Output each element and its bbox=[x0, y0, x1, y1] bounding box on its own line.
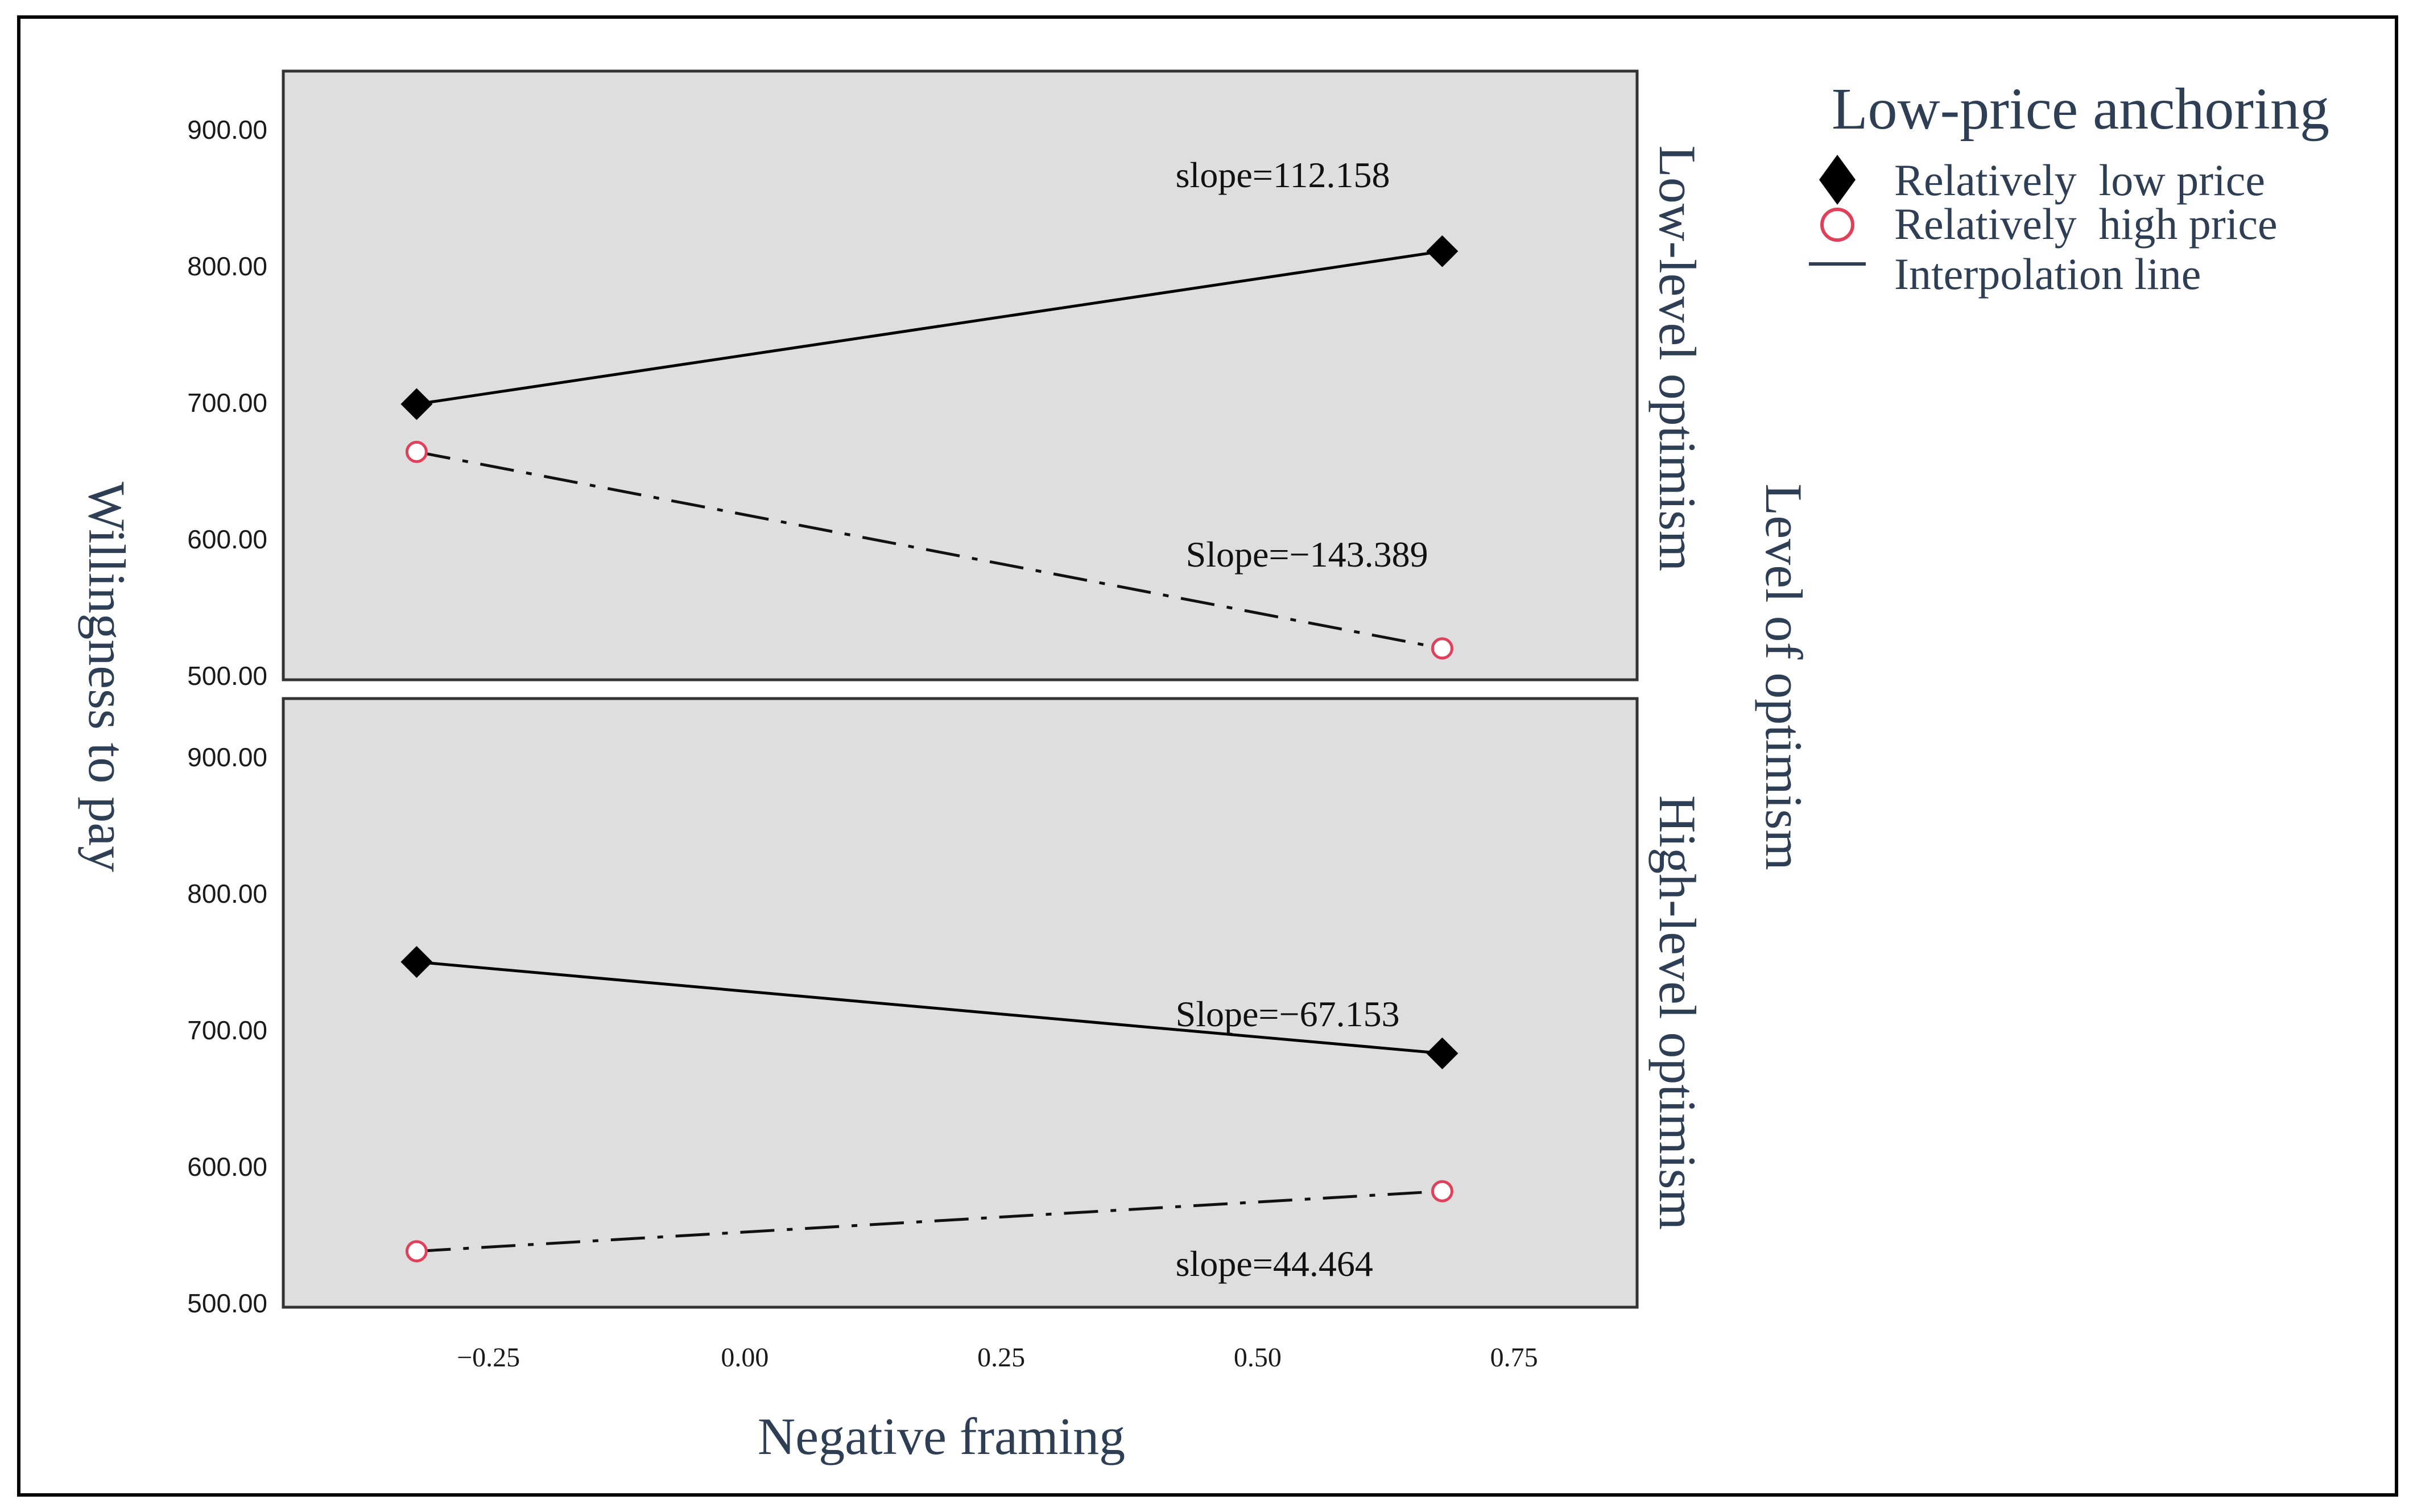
y-tick-label: 800.00 bbox=[187, 251, 267, 281]
series-line-high-price bbox=[416, 450, 1443, 650]
x-axis-title: Negative framing bbox=[758, 1407, 1125, 1465]
x-tick-label: 0.75 bbox=[1490, 1342, 1538, 1373]
x-tick-label: 0.50 bbox=[1234, 1342, 1282, 1373]
legend-circle-icon bbox=[1820, 208, 1854, 242]
y-axis-title: Willingness to pay bbox=[78, 482, 136, 872]
y-tick-label: 700.00 bbox=[187, 1015, 267, 1045]
slope-annotation: Slope=−143.389 bbox=[1186, 534, 1428, 575]
point-low-price bbox=[1426, 235, 1458, 267]
panel-high-level-optimism bbox=[282, 697, 1639, 1309]
point-low-price bbox=[400, 388, 433, 420]
point-high-price bbox=[1431, 637, 1453, 660]
y-tick-label: 800.00 bbox=[187, 879, 267, 908]
x-axis-ticks: −0.25 0.00 0.25 0.50 0.75 bbox=[457, 1342, 1538, 1373]
x-tick-label: 0.00 bbox=[721, 1342, 768, 1373]
slope-annotation: slope=44.464 bbox=[1176, 1244, 1373, 1284]
point-low-price bbox=[1426, 1037, 1458, 1069]
facet-label-bottom: High-level optimism bbox=[1648, 795, 1707, 1230]
slope-annotation: slope=112.158 bbox=[1176, 155, 1390, 195]
facet-label-top: Low-level optimism bbox=[1648, 146, 1707, 572]
facet-title: Level of optimism bbox=[1755, 484, 1813, 870]
legend: Low-price anchoring Relatively low price… bbox=[1809, 76, 2329, 299]
panel-low-level-optimism bbox=[282, 69, 1639, 681]
point-high-price bbox=[1431, 1180, 1453, 1203]
point-high-price bbox=[405, 1240, 428, 1263]
series-line-low-price bbox=[416, 960, 1443, 1055]
y-tick-label: 700.00 bbox=[187, 388, 267, 418]
series-line-high-price bbox=[416, 1189, 1443, 1253]
legend-title: Low-price anchoring bbox=[1832, 76, 2329, 142]
series-line-low-price bbox=[416, 250, 1443, 406]
y-tick-label: 900.00 bbox=[187, 115, 267, 144]
y-tick-label: 500.00 bbox=[187, 1288, 267, 1318]
y-tick-label: 900.00 bbox=[187, 742, 267, 772]
x-tick-label: −0.25 bbox=[457, 1342, 520, 1373]
point-high-price bbox=[405, 440, 428, 463]
y-axis-ticks: 500.00 600.00 700.00 800.00 900.00 500.00 600.… bbox=[187, 115, 267, 1318]
legend-diamond-icon bbox=[1819, 155, 1856, 205]
annotation-layer: slope=112.158 Slope=−143.389 Slope=−67.153… bbox=[1176, 155, 1428, 1284]
x-tick-label: 0.25 bbox=[977, 1342, 1025, 1373]
series-layer bbox=[400, 235, 1458, 1263]
point-low-price bbox=[400, 946, 433, 978]
slope-annotation: Slope=−67.153 bbox=[1176, 994, 1400, 1034]
y-tick-label: 500.00 bbox=[187, 661, 267, 691]
y-tick-label: 600.00 bbox=[187, 524, 267, 554]
legend-item-interpolation: Interpolation line bbox=[1894, 249, 2201, 299]
y-tick-label: 600.00 bbox=[187, 1152, 267, 1181]
legend-item-low-price: Relatively low price bbox=[1894, 155, 2265, 205]
legend-item-high-price: Relatively high price bbox=[1894, 199, 2278, 249]
